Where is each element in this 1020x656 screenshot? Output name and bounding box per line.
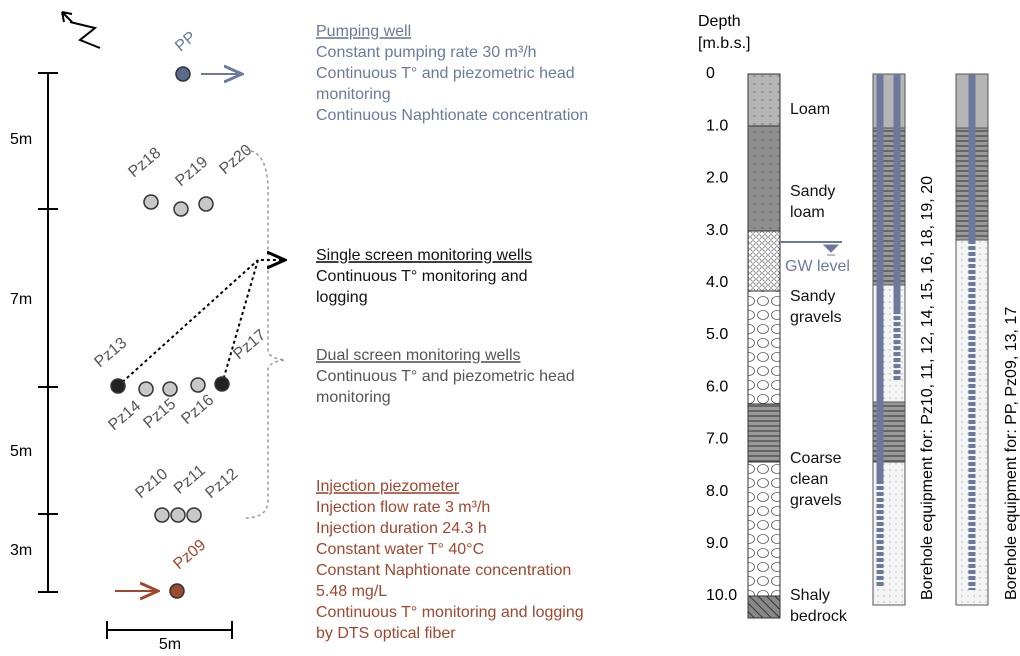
- legend-line: 5.48 mg/L: [316, 583, 387, 600]
- well: [139, 382, 153, 396]
- scale-label: 3m: [10, 542, 32, 559]
- scale-label: 5m: [10, 443, 32, 460]
- legend-line: Injection duration 24.3 h: [316, 520, 487, 537]
- depth-label: 4.0: [706, 274, 728, 291]
- scale-label: 7m: [10, 291, 32, 308]
- well-label: PP: [172, 28, 199, 55]
- legend-title: Dual screen monitoring wells: [316, 347, 521, 364]
- legend-line: Constant Naphtionate concentration: [316, 562, 571, 579]
- well-label: Pz18: [125, 144, 164, 181]
- layer-label: Sandy: [790, 183, 835, 200]
- layer-label: Shaly: [790, 587, 830, 604]
- layer-label: Coarse: [790, 450, 842, 467]
- legend-line: Continuous T° monitoring and: [316, 268, 528, 285]
- diagram: Pumping well Constant pumping rate 30 m³/…: [0, 0, 1020, 651]
- legend-line: Continuous T° and piezometric head: [316, 368, 575, 385]
- depth-label: 7.0: [706, 431, 728, 448]
- depth-label: 3.0: [706, 222, 728, 239]
- depth-title: Depth: [698, 13, 741, 30]
- well: [191, 378, 205, 392]
- legend-title: Pumping well: [316, 23, 411, 40]
- legend-title: Single screen monitoring wells: [316, 247, 532, 264]
- layer-label: gravels: [790, 492, 842, 509]
- layer-label: clean: [790, 471, 828, 488]
- legend-line: monitoring: [316, 389, 391, 406]
- layer-label: gravels: [790, 309, 842, 326]
- scale-bar-label: 5m: [159, 636, 181, 651]
- borehole-1: [873, 74, 905, 605]
- legend-line: Continuous T° and piezometric head: [316, 65, 575, 82]
- legend-line: Continuous Naphtionate concentration: [316, 107, 588, 124]
- depth-label: 1.0: [706, 117, 728, 134]
- depth-label: 8.0: [706, 483, 728, 500]
- well-label: Pz09: [170, 536, 209, 573]
- well: [111, 379, 125, 393]
- depth-label: 9.0: [706, 535, 728, 552]
- legend-title: Injection piezometer: [316, 478, 460, 495]
- well-label: Pz12: [202, 465, 241, 502]
- layer-label: loam: [790, 204, 825, 221]
- well: [215, 377, 229, 391]
- depth-label: 10.0: [706, 587, 737, 604]
- well: [199, 197, 213, 211]
- well: [163, 382, 177, 396]
- legend-line: Injection flow rate 3 m³/h: [316, 499, 490, 516]
- borehole-2: [956, 74, 988, 605]
- wells: [111, 67, 229, 598]
- borehole-caption: Borehole equipment for: Pz10, 11, 12, 14…: [919, 176, 936, 600]
- soil-column: [748, 74, 842, 618]
- well: [144, 195, 158, 209]
- depth-label: 0: [706, 65, 715, 82]
- depth-label: 5.0: [706, 326, 728, 343]
- well-label: Pz10: [132, 465, 171, 502]
- legend-line: Continuous T° monitoring and logging: [316, 604, 584, 621]
- legend: Pumping well Constant pumping rate 30 m³/…: [316, 23, 588, 642]
- depth-unit: [m.b.s.]: [698, 35, 750, 52]
- well-label: Pz11: [171, 462, 209, 498]
- well: [155, 508, 169, 522]
- layer-label: Sandy: [790, 288, 835, 305]
- well-label: Pz20: [216, 141, 255, 178]
- legend-line: logging: [316, 289, 368, 306]
- well: [187, 508, 201, 522]
- layer-label: bedrock: [790, 608, 848, 625]
- depth-label: 6.0: [706, 378, 728, 395]
- layer-label: Loam: [790, 101, 830, 118]
- north-arrow: [62, 12, 100, 48]
- well: [174, 202, 188, 216]
- legend-line: Constant pumping rate 30 m³/h: [316, 44, 537, 61]
- well-label: Pz14: [105, 397, 144, 434]
- well-label: Pz17: [230, 326, 269, 363]
- layer-label: GW level: [785, 258, 850, 275]
- well: [170, 584, 184, 598]
- well-label: Pz19: [172, 153, 211, 190]
- well-label: Pz16: [178, 391, 217, 428]
- well-label: Pz13: [91, 334, 130, 371]
- well: [171, 508, 185, 522]
- well-label: Pz15: [140, 395, 179, 432]
- legend-line: by DTS optical fiber: [316, 625, 456, 642]
- well: [176, 67, 190, 81]
- scale-label: 5m: [10, 131, 32, 148]
- legend-line: Constant water T° 40°C: [316, 541, 484, 558]
- depth-label: 2.0: [706, 170, 728, 187]
- legend-line: monitoring: [316, 86, 391, 103]
- borehole-caption: Borehole equipment for: PP, Pz09, 13, 17: [1003, 307, 1020, 600]
